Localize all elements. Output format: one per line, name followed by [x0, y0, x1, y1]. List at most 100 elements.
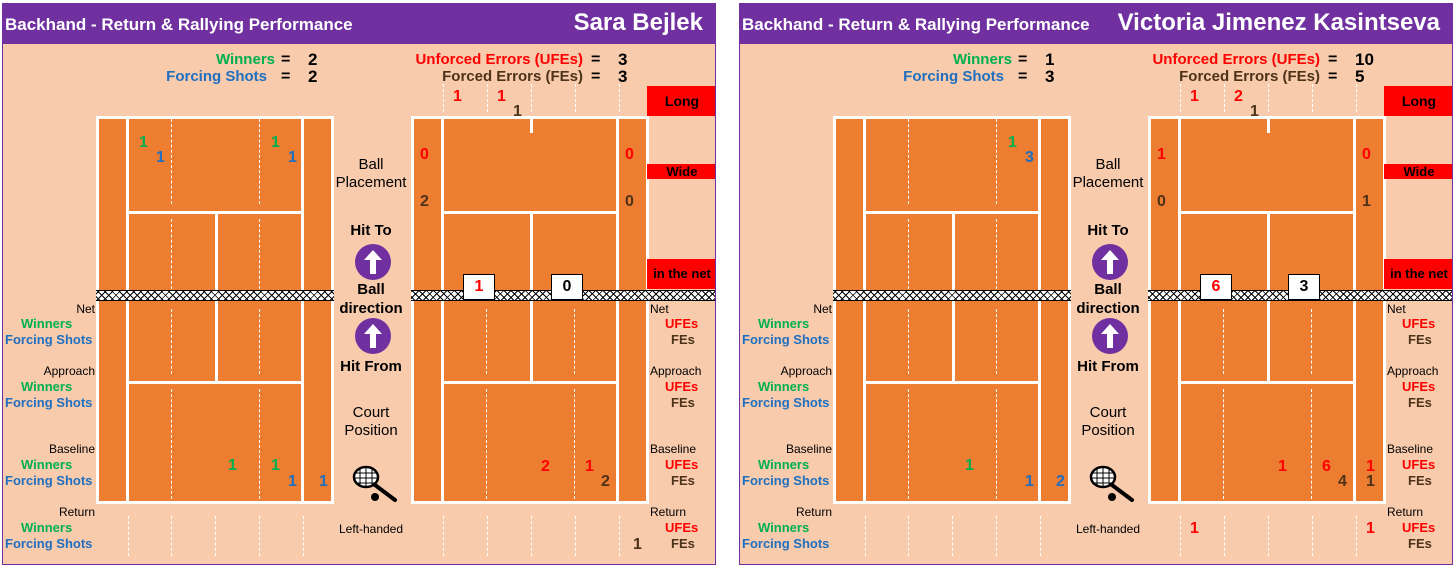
left-return-title: Return [58, 505, 95, 519]
long-bar: Long [1384, 86, 1452, 116]
right-return-title: Return [1387, 505, 1424, 519]
forcing-eq: = [281, 68, 291, 85]
panel-header: Backhand - Return & Rallying Performance… [740, 4, 1452, 44]
long-forced: 1 [1250, 103, 1259, 120]
left-base-winners-2: 1 [271, 457, 280, 474]
forcing-label: Forcing Shots [903, 68, 1004, 85]
right-net-fes: FEs [671, 332, 695, 347]
right-net-title: Net [650, 302, 669, 316]
left-approach-winners: Winners [21, 379, 73, 394]
hit-from-label: Hit From [1077, 358, 1139, 375]
left-return-winners: Winners [21, 520, 73, 535]
return-ufe-1: 1 [1190, 520, 1199, 537]
base-fe: 4 [1338, 473, 1347, 490]
right-approach-title: Approach [650, 364, 702, 378]
wide-right-ufe: 0 [625, 146, 634, 163]
fe-value: 5 [1355, 67, 1365, 86]
forcing-value: 3 [1045, 67, 1055, 86]
left-return-title: Return [795, 505, 832, 519]
fe-eq: = [1328, 68, 1338, 85]
left-net-winners: Winners [21, 316, 73, 331]
player-name: Victoria Jimenez Kasintseva [1117, 9, 1440, 36]
left-court [96, 116, 334, 504]
fe-value: 3 [618, 67, 628, 86]
right-baseline-ufes: UFEs [665, 457, 699, 472]
left-top-forcing-1: 1 [156, 149, 165, 166]
right-court [1148, 116, 1386, 504]
left-baseline-title: Baseline [48, 442, 95, 456]
left-approach-title: Approach [780, 364, 832, 378]
left-approach-forcing: Forcing Shots [742, 395, 830, 410]
left-return-forcing: Forcing Shots [5, 536, 93, 551]
right-approach-fes: FEs [1408, 395, 1432, 410]
left-top-winners-2: 1 [271, 134, 280, 151]
ball-placement-label: Ball Placement [1072, 156, 1144, 191]
ball-direction-label: Ball direction [1076, 281, 1140, 317]
right-player-panel: Backhand - Return & Rallying Performance… [739, 3, 1453, 565]
forcing-eq: = [1018, 68, 1028, 85]
hit-from-label: Hit From [340, 358, 402, 375]
right-baseline-ufes: UFEs [1402, 457, 1436, 472]
right-approach-ufes: UFEs [665, 379, 699, 394]
net-errors-right: 3 [1288, 274, 1320, 300]
fe-eq: = [591, 68, 601, 85]
right-court [411, 116, 649, 504]
long-error-2: 1 [497, 88, 506, 105]
right-baseline-title: Baseline [1387, 442, 1434, 456]
up-arrow-circle-icon [1092, 318, 1128, 354]
right-net-ufes: UFEs [665, 316, 699, 331]
left-top-forcing-2: 3 [1025, 149, 1034, 166]
player-name: Sara Bejlek [573, 9, 703, 36]
left-top-winners-2: 1 [1008, 134, 1017, 151]
wide-left-ufe: 1 [1157, 146, 1166, 163]
left-baseline-winners: Winners [21, 457, 73, 472]
base-ufe-1: 2 [541, 458, 550, 475]
wide-bar: Wide [1384, 164, 1452, 179]
base-ufe-2: 1 [585, 458, 594, 475]
right-approach-ufes: UFEs [1402, 379, 1436, 394]
wide-bar: Wide [647, 164, 715, 179]
right-return-ufes: UFEs [1402, 520, 1436, 535]
panel-header: Backhand - Return & Rallying Performance… [3, 4, 715, 44]
left-net [96, 290, 334, 301]
net-errors-left: 1 [463, 274, 495, 300]
right-baseline-title: Baseline [650, 442, 697, 456]
left-net-title: Net [813, 302, 832, 316]
winners-eq: = [1018, 51, 1028, 68]
right-baseline-fes: FEs [1408, 473, 1432, 488]
handedness-label: Left-handed [1075, 522, 1141, 536]
left-approach-title: Approach [43, 364, 95, 378]
left-base-forcing-2: 1 [319, 473, 328, 490]
left-base-forcing-1: 1 [1025, 473, 1034, 490]
base-fe-2: 1 [1366, 473, 1375, 490]
right-approach-title: Approach [1387, 364, 1439, 378]
net-bar: in the net [647, 259, 715, 289]
wide-left-fe: 2 [420, 193, 429, 210]
handedness-label: Left-handed [338, 522, 404, 536]
left-baseline-forcing: Forcing Shots [742, 473, 830, 488]
left-player-panel: Backhand - Return & Rallying Performance… [2, 3, 716, 565]
ball-placement-label: Ball Placement [335, 156, 407, 191]
winners-value: 1 [1045, 50, 1055, 69]
left-net-forcing: Forcing Shots [5, 332, 93, 347]
left-base-forcing-1: 1 [288, 473, 297, 490]
right-return-fes: FEs [671, 536, 695, 551]
winners-eq: = [281, 51, 291, 68]
wide-left-fe: 0 [1157, 193, 1166, 210]
panel-title: Backhand - Return & Rallying Performance [5, 15, 353, 34]
left-court [833, 116, 1071, 504]
winners-label: Winners [215, 51, 275, 68]
ball-direction-label: Ball direction [339, 281, 403, 317]
wide-right-ufe: 0 [1362, 146, 1371, 163]
tennis-racket-icon [351, 464, 399, 509]
forcing-label: Forcing Shots [166, 68, 267, 85]
left-base-winners-1: 1 [965, 457, 974, 474]
left-base-winners-1: 1 [228, 457, 237, 474]
winners-value: 2 [308, 50, 318, 69]
hit-to-label: Hit To [350, 222, 392, 239]
right-return-title: Return [650, 505, 687, 519]
left-top-forcing-2: 1 [288, 149, 297, 166]
net-bar: in the net [1384, 259, 1452, 289]
left-approach-forcing: Forcing Shots [5, 395, 93, 410]
long-error-2: 2 [1234, 88, 1243, 105]
